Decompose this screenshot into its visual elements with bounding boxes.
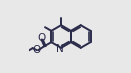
Text: N: N: [56, 44, 64, 54]
Text: O: O: [32, 45, 41, 55]
Text: O: O: [37, 33, 46, 43]
